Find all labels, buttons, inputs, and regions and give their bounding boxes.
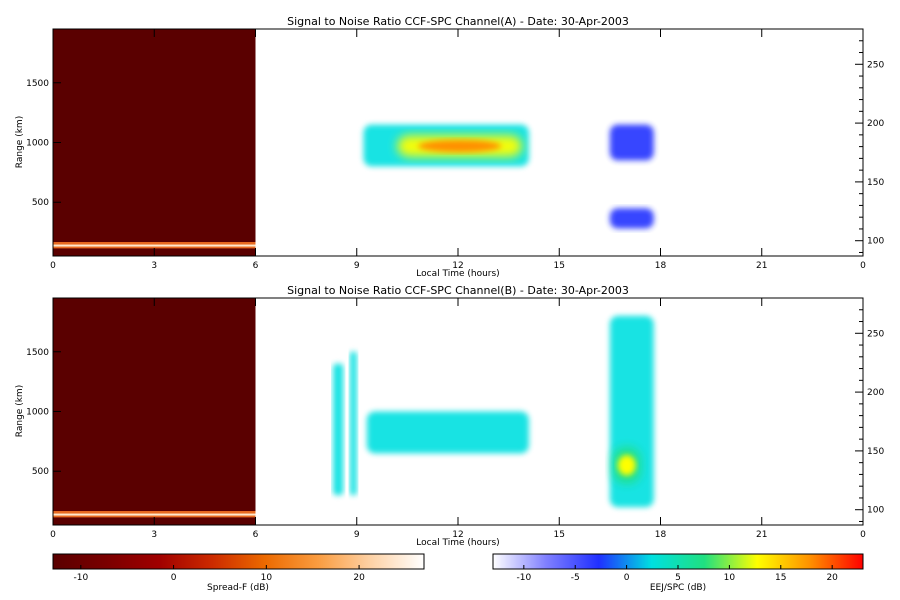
echo-peak-b-3 <box>617 455 636 476</box>
x-tick-label: 3 <box>151 261 157 271</box>
echo-region-b-1 <box>350 351 357 496</box>
colorbar-tick-label: 10 <box>261 573 273 583</box>
panel-a-x-label: Local Time (hours) <box>416 269 499 279</box>
colorbar-tick-label: 20 <box>826 573 838 583</box>
y2-tick-label: 200 <box>867 388 884 398</box>
spread-f-bottom-line <box>53 513 256 516</box>
echo-region-b-0 <box>333 363 344 496</box>
colorbar-tick-label: -5 <box>571 573 580 583</box>
y2-tick-label: 150 <box>867 447 884 457</box>
x-tick-label: 21 <box>756 530 767 540</box>
panel-b-y2-ticks: 100 150 200 250 <box>855 297 884 522</box>
y2-tick-label: 200 <box>867 119 884 129</box>
panel-b-title: Signal to Noise Ratio CCF-SPC Channel(B)… <box>287 284 629 297</box>
colorbar-spread-f-bar <box>52 553 425 570</box>
y-tick-label: 1500 <box>26 348 49 358</box>
colorbar-tick-label: -10 <box>516 573 531 583</box>
colorbar-eej-spc-ticks: -10 -5 0 5 10 15 20 <box>516 565 838 583</box>
panel-a-title: Signal to Noise Ratio CCF-SPC Channel(A)… <box>287 15 629 28</box>
colorbar-eej-spc: -10 -5 0 5 10 15 20 EEJ/SPC (dB) <box>492 553 864 593</box>
x-tick-label: 9 <box>354 261 360 271</box>
panel-b-x-label: Local Time (hours) <box>416 538 499 548</box>
colorbar-tick-label: 10 <box>724 573 736 583</box>
echo-region-a-2 <box>609 208 654 229</box>
x-tick-label: 0 <box>860 261 866 271</box>
colorbar-tick-label: 20 <box>353 573 365 583</box>
x-tick-label: 12 <box>452 261 463 271</box>
x-tick-label: 15 <box>554 261 565 271</box>
y-tick-label: 500 <box>32 467 49 477</box>
x-tick-label: 12 <box>452 530 463 540</box>
x-tick-label: 18 <box>655 530 667 540</box>
colorbar-tick-label: 0 <box>624 573 630 583</box>
panel-a-y2-ticks: 100 150 200 250 <box>855 28 884 253</box>
y-tick-label: 1500 <box>26 79 49 89</box>
y-tick-label: 500 <box>32 198 49 208</box>
x-tick-label: 3 <box>151 530 157 540</box>
spread-f-block <box>53 298 256 525</box>
colorbar-spread-f: -10 0 10 20 Spread-F (dB) <box>52 553 425 593</box>
panel-a-x-ticks: 0 3 6 9 12 15 18 21 0 <box>50 29 866 271</box>
spread-f-bottom-line <box>53 244 256 247</box>
panel-b-x-ticks: 0 3 6 9 12 15 18 21 0 <box>50 298 866 540</box>
x-tick-label: 0 <box>860 530 866 540</box>
x-tick-label: 21 <box>756 261 767 271</box>
x-tick-label: 9 <box>354 530 360 540</box>
colorbar-spread-f-ticks: -10 0 10 20 <box>73 565 365 583</box>
panel-a: Signal to Noise Ratio CCF-SPC Channel(A)… <box>15 15 884 279</box>
spread-f-block <box>53 29 256 256</box>
y-tick-label: 1000 <box>26 139 49 149</box>
echo-region-a-1 <box>609 124 654 161</box>
echo-peak-a-0 <box>418 139 502 153</box>
colorbar-tick-label: 5 <box>675 573 681 583</box>
colorbar-tick-label: -10 <box>73 573 88 583</box>
panel-a-plot <box>53 29 654 256</box>
x-tick-label: 0 <box>50 261 56 271</box>
colorbar-spread-f-label: Spread-F (dB) <box>207 583 269 593</box>
panel-a-y-ticks: 500 1000 1500 <box>26 79 61 208</box>
x-tick-label: 15 <box>554 530 565 540</box>
x-tick-label: 0 <box>50 530 56 540</box>
panel-b-plot <box>53 298 654 525</box>
y-tick-label: 1000 <box>26 408 49 418</box>
panel-a-y-label: Range (km) <box>15 116 25 168</box>
x-tick-label: 6 <box>253 261 259 271</box>
panel-b-y-ticks: 500 1000 1500 <box>26 348 61 477</box>
colorbar-eej-spc-label: EEJ/SPC (dB) <box>650 583 706 593</box>
colorbar-tick-label: 15 <box>775 573 786 583</box>
x-tick-label: 6 <box>253 530 259 540</box>
y2-tick-label: 100 <box>867 237 884 247</box>
panel-b-y-label: Range (km) <box>15 385 25 437</box>
y2-tick-label: 250 <box>867 60 884 70</box>
colorbar-tick-label: 0 <box>171 573 177 583</box>
echo-region-b-2 <box>366 411 529 454</box>
y2-tick-label: 150 <box>867 178 884 188</box>
y2-tick-label: 250 <box>867 329 884 339</box>
panel-b: Signal to Noise Ratio CCF-SPC Channel(B)… <box>15 284 884 548</box>
y2-tick-label: 100 <box>867 506 884 516</box>
x-tick-label: 18 <box>655 261 667 271</box>
